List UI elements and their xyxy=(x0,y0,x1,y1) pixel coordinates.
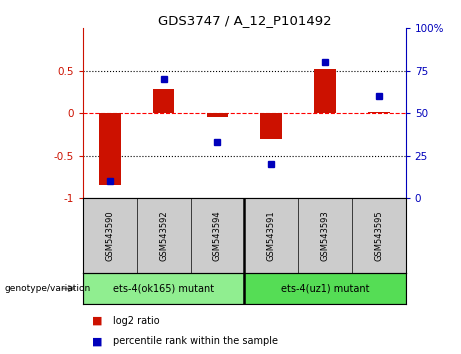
Text: percentile rank within the sample: percentile rank within the sample xyxy=(113,336,278,346)
Text: ■: ■ xyxy=(92,336,103,346)
Text: GSM543595: GSM543595 xyxy=(374,210,383,261)
Text: ets-4(ok165) mutant: ets-4(ok165) mutant xyxy=(113,284,214,293)
Text: GSM543592: GSM543592 xyxy=(159,210,168,261)
Bar xyxy=(207,113,228,117)
Text: ■: ■ xyxy=(92,315,103,326)
Text: ets-4(uz1) mutant: ets-4(uz1) mutant xyxy=(281,284,369,293)
Bar xyxy=(314,69,336,113)
Text: genotype/variation: genotype/variation xyxy=(5,284,91,293)
Title: GDS3747 / A_12_P101492: GDS3747 / A_12_P101492 xyxy=(158,14,331,27)
Text: GSM543591: GSM543591 xyxy=(267,210,276,261)
Text: GSM543594: GSM543594 xyxy=(213,210,222,261)
Text: GSM543590: GSM543590 xyxy=(106,210,114,261)
Bar xyxy=(99,113,121,185)
Text: log2 ratio: log2 ratio xyxy=(113,315,160,326)
Bar xyxy=(153,90,174,113)
Bar xyxy=(83,273,244,304)
Text: GSM543593: GSM543593 xyxy=(320,210,330,261)
Bar xyxy=(260,113,282,139)
Bar xyxy=(244,273,406,304)
